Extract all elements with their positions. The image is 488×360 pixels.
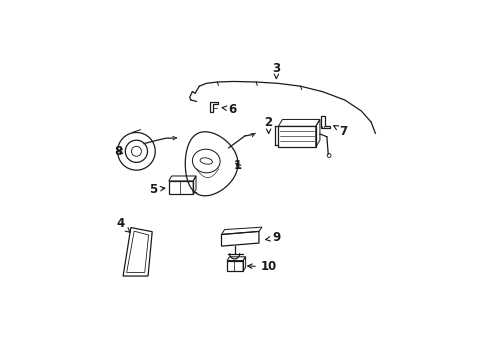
Text: 3: 3 [272, 62, 280, 78]
Text: 8: 8 [114, 145, 122, 158]
Text: 2: 2 [264, 116, 272, 134]
Text: 7: 7 [333, 125, 347, 138]
Text: 4: 4 [116, 217, 130, 232]
Text: 9: 9 [265, 231, 280, 244]
Text: 5: 5 [149, 183, 164, 196]
Text: 6: 6 [222, 103, 236, 116]
Text: 10: 10 [247, 260, 277, 273]
Text: 1: 1 [234, 159, 242, 172]
